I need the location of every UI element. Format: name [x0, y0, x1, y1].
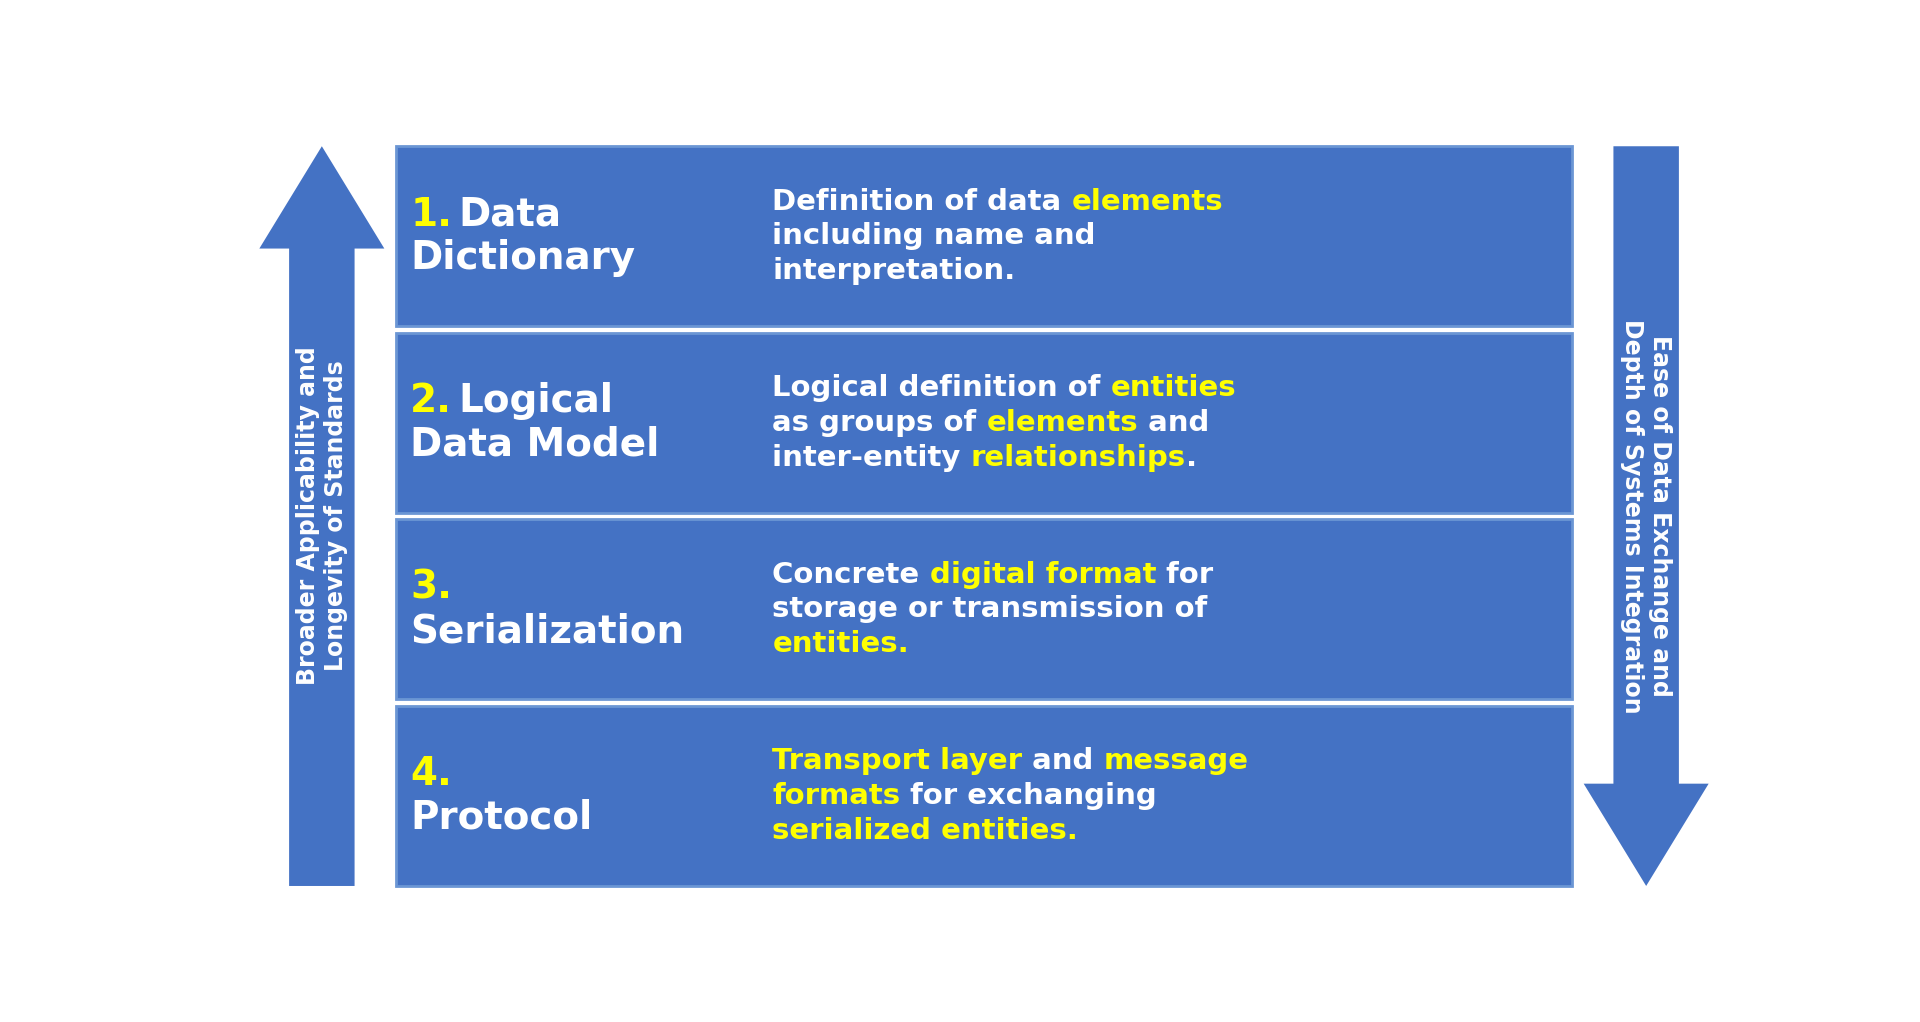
Text: elements: elements — [987, 409, 1139, 436]
Text: and: and — [1139, 409, 1210, 436]
Text: Logical definition of: Logical definition of — [772, 374, 1112, 402]
FancyBboxPatch shape — [396, 333, 1572, 513]
Text: 2.: 2. — [411, 382, 453, 420]
Text: 4.: 4. — [411, 755, 451, 793]
FancyBboxPatch shape — [396, 519, 1572, 699]
Polygon shape — [259, 146, 384, 886]
Text: Logical: Logical — [459, 382, 612, 420]
Text: formats: formats — [772, 782, 900, 809]
Text: 3.: 3. — [411, 568, 453, 607]
Text: Data: Data — [459, 195, 561, 234]
Text: and: and — [1021, 747, 1104, 775]
Text: for exchanging: for exchanging — [900, 782, 1158, 809]
Text: Concrete: Concrete — [772, 560, 929, 589]
Text: for: for — [1156, 560, 1213, 589]
Polygon shape — [1584, 146, 1709, 886]
Text: .: . — [1187, 444, 1196, 472]
Text: elements: elements — [1071, 188, 1223, 216]
Text: entities: entities — [1112, 374, 1236, 402]
Text: inter-entity: inter-entity — [772, 444, 972, 472]
Text: as groups of: as groups of — [772, 409, 987, 436]
Text: message: message — [1104, 747, 1248, 775]
Text: including name and: including name and — [772, 223, 1096, 250]
FancyBboxPatch shape — [396, 146, 1572, 326]
Text: 1.: 1. — [411, 195, 453, 234]
Text: Transport layer: Transport layer — [772, 747, 1021, 775]
Text: Data Model: Data Model — [411, 425, 660, 464]
Text: Ease of Data Exchange and
Depth of Systems Integration: Ease of Data Exchange and Depth of Syste… — [1620, 319, 1672, 713]
FancyBboxPatch shape — [396, 706, 1572, 886]
Text: serialized entities.: serialized entities. — [772, 817, 1079, 844]
Text: entities.: entities. — [772, 631, 908, 658]
Text: Protocol: Protocol — [411, 798, 593, 837]
Text: Dictionary: Dictionary — [411, 239, 636, 277]
Text: digital format: digital format — [929, 560, 1156, 589]
Text: Broader Applicability and
Longevity of Standards: Broader Applicability and Longevity of S… — [296, 346, 348, 686]
Text: storage or transmission of: storage or transmission of — [772, 596, 1208, 623]
Text: Definition of data: Definition of data — [772, 188, 1071, 216]
Text: relationships: relationships — [972, 444, 1187, 472]
Text: interpretation.: interpretation. — [772, 258, 1016, 285]
Text: Serialization: Serialization — [411, 612, 684, 650]
